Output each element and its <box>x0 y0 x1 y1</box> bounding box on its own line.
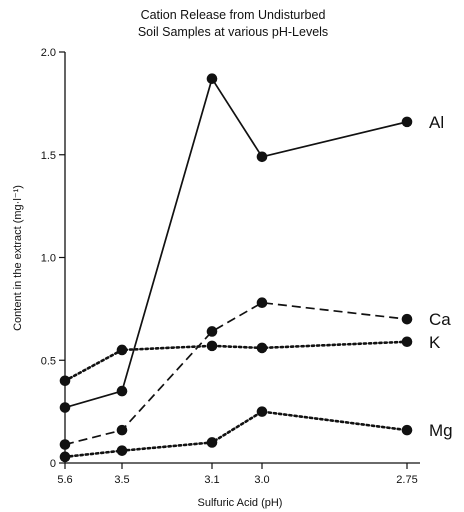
data-point-k-3 <box>256 342 268 354</box>
data-point-k-2 <box>206 340 218 352</box>
y-tick-label: 1.0 <box>41 253 56 265</box>
data-point-k-1 <box>116 344 128 356</box>
chart-title-line-1: Cation Release from Undisturbed <box>141 8 326 22</box>
chart-title-line-2: Soil Samples at various pH-Levels <box>138 25 328 39</box>
data-point-k-4 <box>401 336 413 348</box>
data-point-al-3 <box>256 151 268 163</box>
data-point-ca-3 <box>256 297 268 309</box>
series-line-al <box>64 77 408 409</box>
x-tick-label: 5.6 <box>57 474 72 486</box>
series-label-k: K <box>429 333 441 352</box>
series-label-al: Al <box>429 113 444 132</box>
x-axis-label: Sulfuric Acid (pH) <box>198 497 283 509</box>
series-line-ca <box>64 301 408 446</box>
series-line-mg <box>63 410 409 459</box>
data-point-ca-1 <box>116 424 128 436</box>
x-tick-label: 3.1 <box>204 474 219 486</box>
y-axis-label: Content in the extract (mg·l⁻¹) <box>12 185 24 331</box>
axes: 0 0.5 1.0 1.5 2.0 5.6 3.5 3.1 3.0 2.75 <box>41 47 420 486</box>
data-point-ca-4 <box>401 313 413 325</box>
series-label-mg: Mg <box>429 421 453 440</box>
x-tick-label: 2.75 <box>396 474 417 486</box>
series-label-ca: Ca <box>429 310 451 329</box>
data-point-ca-2 <box>206 326 218 337</box>
data-point-al-1 <box>116 385 128 397</box>
data-point-mg-4 <box>401 424 413 436</box>
data-point-mg-2 <box>206 437 218 448</box>
y-tick-label: 2.0 <box>41 47 56 59</box>
data-point-k-0 <box>59 375 71 387</box>
data-point-al-4 <box>401 116 413 128</box>
data-point-ca-0 <box>59 439 71 450</box>
data-point-al-2 <box>206 73 218 85</box>
x-tick-label: 3.0 <box>254 474 269 486</box>
data-point-al-0 <box>59 402 71 413</box>
series-layer: Al Ca K Mg <box>59 73 453 463</box>
y-tick-label: 0 <box>50 458 56 470</box>
data-point-mg-0 <box>59 451 71 463</box>
data-point-mg-3 <box>256 406 268 417</box>
y-tick-label: 1.5 <box>41 150 56 162</box>
series-line-k <box>63 340 409 383</box>
data-point-mg-1 <box>116 445 128 456</box>
y-tick-label: 0.5 <box>41 355 56 367</box>
x-tick-label: 3.5 <box>114 474 129 486</box>
